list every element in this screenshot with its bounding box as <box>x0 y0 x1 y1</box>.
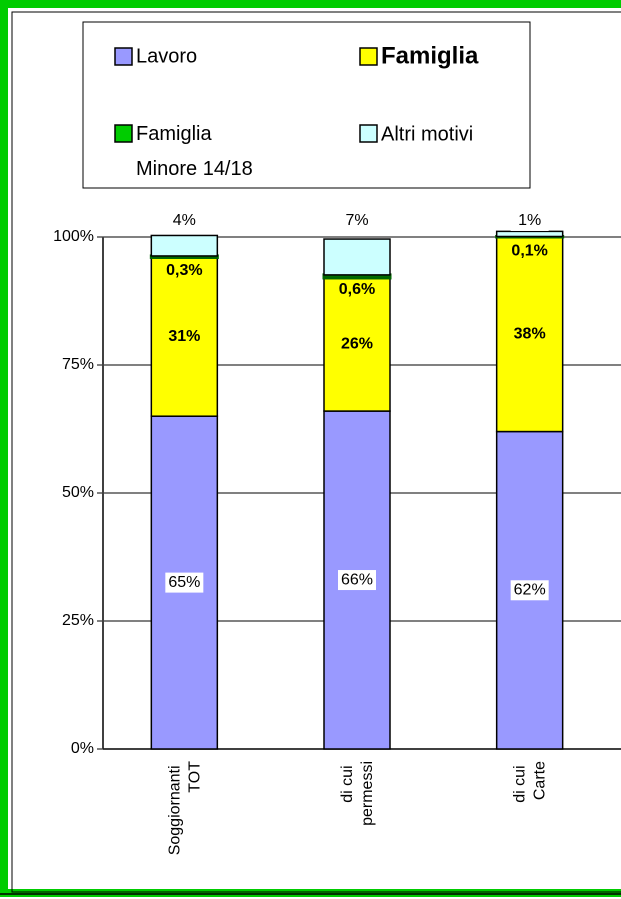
legend-swatch <box>114 124 133 143</box>
data-label: 4% <box>173 212 196 229</box>
data-label: 0,1% <box>511 243 547 260</box>
bar-segment <box>150 256 219 417</box>
data-label: 7% <box>345 212 368 229</box>
legend-label: Altri motivi <box>381 123 473 145</box>
y-tick-label: 0% <box>71 740 94 757</box>
legend-label: Famiglia <box>381 42 479 69</box>
data-label: 65% <box>168 574 200 591</box>
legend-label: Lavoro <box>136 45 197 67</box>
data-label: 62% <box>514 581 546 598</box>
label-bg <box>510 580 549 601</box>
data-label: 1% <box>518 212 541 229</box>
label-bg <box>338 570 376 591</box>
data-label: 38% <box>514 325 546 342</box>
data-label: 0,3% <box>166 262 202 279</box>
bar-segment <box>495 430 564 750</box>
data-label: 26% <box>341 336 373 353</box>
legend-swatch <box>359 124 378 143</box>
legend-box <box>82 21 531 189</box>
bar-segment <box>495 230 564 238</box>
bar-segment <box>150 234 219 257</box>
data-label: 66% <box>341 571 373 588</box>
x-tick-label: Soggiornanti TOT <box>167 761 204 856</box>
bar-segment <box>323 277 391 412</box>
data-label: 31% <box>168 328 200 345</box>
label-bg <box>165 211 204 231</box>
legend-swatch <box>114 47 133 66</box>
x-tick-label: di cui Carte <box>512 761 549 803</box>
label-bg <box>510 211 549 231</box>
y-tick-label: 100% <box>53 228 94 245</box>
inner-frame <box>11 11 621 893</box>
y-tick-label: 75% <box>62 356 94 373</box>
legend-label: Famiglia Minore 14/18 <box>136 123 253 180</box>
bar-segment <box>323 238 391 276</box>
y-tick-label: 50% <box>62 484 94 501</box>
x-tick-label: di cui permessi <box>339 761 376 826</box>
bar-segment <box>495 236 564 433</box>
data-label: 0,6% <box>339 281 375 298</box>
label-bg <box>338 211 376 231</box>
legend-swatch <box>359 47 378 66</box>
y-tick-label: 25% <box>62 612 94 629</box>
label-bg <box>165 572 204 593</box>
